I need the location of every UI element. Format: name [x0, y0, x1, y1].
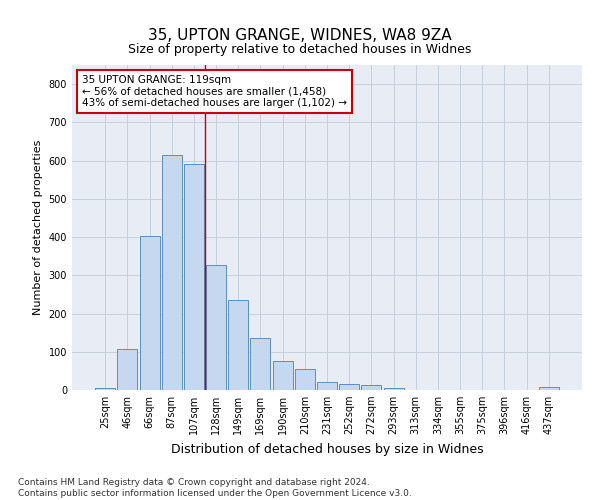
Bar — [339, 384, 359, 390]
Bar — [162, 155, 182, 390]
X-axis label: Distribution of detached houses by size in Widnes: Distribution of detached houses by size … — [170, 442, 484, 456]
Bar — [118, 349, 137, 390]
Bar — [539, 387, 559, 390]
Text: 35, UPTON GRANGE, WIDNES, WA8 9ZA: 35, UPTON GRANGE, WIDNES, WA8 9ZA — [148, 28, 452, 42]
Bar — [184, 164, 204, 390]
Bar — [140, 236, 160, 390]
Bar — [250, 338, 271, 390]
Text: Size of property relative to detached houses in Widnes: Size of property relative to detached ho… — [128, 42, 472, 56]
Bar — [228, 300, 248, 390]
Bar — [295, 369, 315, 390]
Bar — [206, 264, 226, 390]
Text: Contains HM Land Registry data © Crown copyright and database right 2024.
Contai: Contains HM Land Registry data © Crown c… — [18, 478, 412, 498]
Y-axis label: Number of detached properties: Number of detached properties — [33, 140, 43, 315]
Bar — [317, 382, 337, 390]
Bar — [361, 384, 382, 390]
Bar — [95, 388, 115, 390]
Bar — [272, 360, 293, 390]
Text: 35 UPTON GRANGE: 119sqm
← 56% of detached houses are smaller (1,458)
43% of semi: 35 UPTON GRANGE: 119sqm ← 56% of detache… — [82, 74, 347, 108]
Bar — [383, 388, 404, 390]
